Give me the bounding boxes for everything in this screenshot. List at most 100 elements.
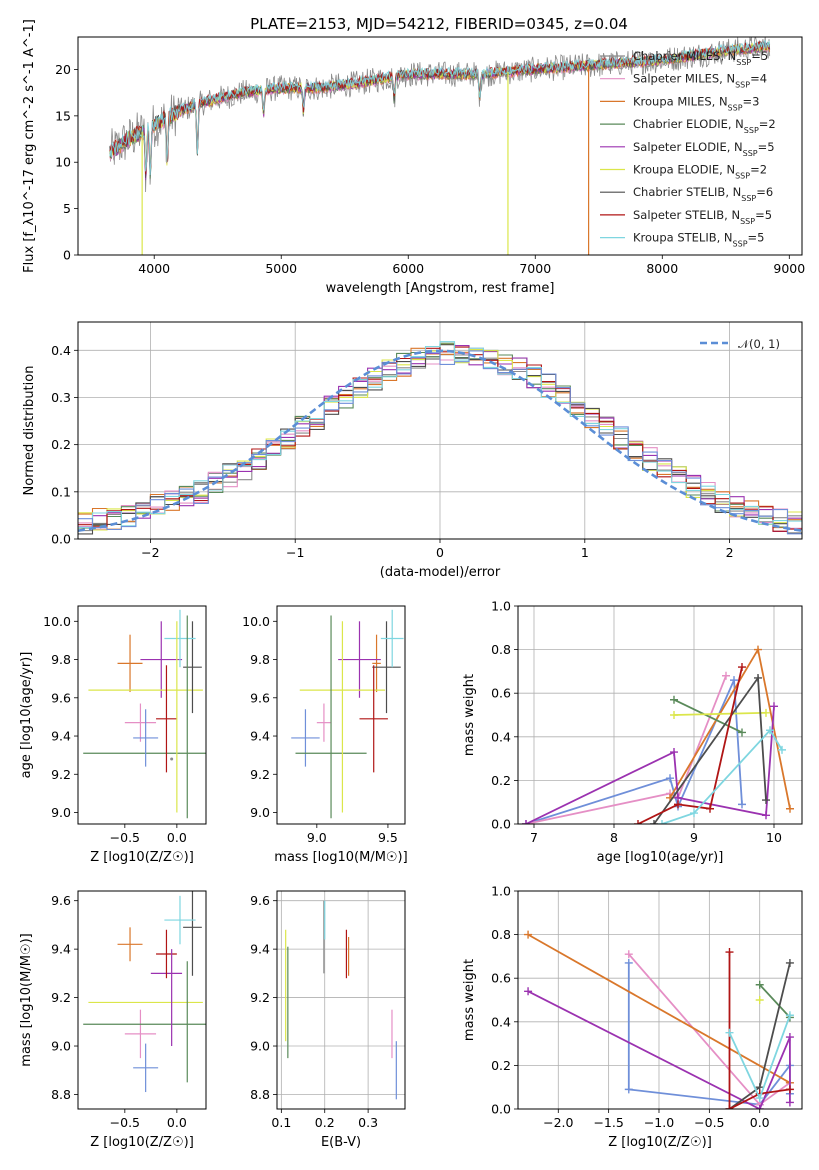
axes-frame	[517, 605, 803, 825]
weight-marker	[785, 958, 794, 967]
y-tick-label: 9.0	[51, 1039, 71, 1054]
weight-line-kroupa-elodie	[673, 711, 767, 716]
x-tick-label: −0.5	[110, 1115, 140, 1130]
plot-area	[78, 341, 802, 535]
x-axis-label: E(B-V)	[321, 1135, 361, 1150]
y-tick-label: 0.8	[491, 927, 511, 942]
panel-mass_vs_Z: −0.5 0.0 8.8 9.0 9.2 9.4 9.6 Z [log10(Z/Z☉)] mas…	[19, 890, 207, 1150]
weight-marker	[690, 809, 698, 818]
x-tick-label: 0.2	[315, 1115, 335, 1130]
model-line-kroupa-stelib	[109, 40, 771, 176]
y-tick-label: 8.8	[250, 1087, 270, 1102]
legend-entry: Chabrier ELODIE, NSSP=2	[633, 117, 776, 135]
x-tick-label: 9.5	[378, 830, 398, 845]
x-tick-label: −1.0	[644, 1115, 674, 1130]
panel-weight_vs_age: 7 8 9 10 0.0 0.2 0.4 0.6 0.8 1.0 age [log10(age/yr…	[462, 599, 803, 865]
axes-frame	[276, 890, 406, 1110]
legend: Chabrier MILES, NSSP=5 Salpeter MILES, NS…	[600, 49, 776, 248]
x-tick-label: 0	[436, 545, 444, 560]
legend-entry: Chabrier STELIB, NSSP=6	[633, 185, 773, 203]
weight-marker	[785, 1085, 794, 1094]
weight-marker	[738, 728, 746, 737]
weight-marker	[624, 958, 633, 967]
y-tick-label: 9.4	[250, 942, 270, 957]
y-axis-label: Normed distribution	[22, 366, 37, 496]
panel-residuals: −2 −1 0 1 2 0.0 0.1 0.2 0.3 0.4 (data-model)/error…	[22, 321, 803, 580]
legend-count: =5	[758, 140, 775, 154]
weight-marker	[670, 748, 678, 757]
y-axis-label: mass [log10(M/M☉)]	[19, 933, 34, 1066]
panel-spectrum: 4000 5000 6000 7000 8000 9000 0 5 10 15 20 waveleng…	[22, 19, 805, 296]
x-tick-label: 6000	[392, 261, 424, 276]
legend-subscript: SSP	[735, 171, 750, 180]
weight-line-chabrier-elodie	[673, 698, 743, 734]
weight-line-kroupa-miles	[527, 933, 791, 1084]
plot-area	[291, 609, 404, 819]
y-tick-label: 9.2	[250, 767, 270, 782]
plot-area	[285, 900, 397, 1100]
x-axis-label: (data-model)/error	[380, 565, 501, 580]
panel-mass_vs_ebv: 0.1 0.2 0.3 8.8 9.0 9.2 9.4 9.6 E(B-V)	[250, 890, 406, 1150]
x-tick-label: 7	[530, 830, 538, 845]
y-tick-label: 10	[55, 155, 71, 170]
weight-marker	[766, 726, 774, 735]
x-axis-label: mass [log10(M/M☉)]	[274, 850, 407, 865]
legend-entry: Salpeter ELODIE, NSSP=5	[633, 140, 775, 158]
model-line-chabrier-elodie	[109, 41, 770, 179]
weight-marker	[755, 980, 764, 989]
y-tick-label: 0.4	[491, 729, 511, 744]
y-axis-label: mass weight	[462, 674, 477, 756]
x-tick-label: 9000	[773, 261, 805, 276]
axes-frame	[517, 890, 803, 1110]
plot-area	[524, 930, 794, 1109]
y-axis-label: mass weight	[462, 959, 477, 1041]
weight-marker	[624, 950, 633, 959]
weight-marker	[738, 663, 746, 672]
weight-marker	[670, 695, 678, 704]
weight-marker	[755, 1105, 764, 1109]
y-tick-label: 0.0	[51, 532, 71, 547]
panel-weight_vs_Z: −2.0 −1.5 −1.0 −0.5 0.0 0.0 0.2 0.4 0.6 0.8 1.0 Z […	[462, 884, 803, 1150]
legend-entry: Kroupa ELODIE, NSSP=2	[633, 163, 767, 181]
x-tick-label: 1	[581, 545, 589, 560]
x-tick-label: −0.5	[694, 1115, 724, 1130]
legend-subscript: SSP	[740, 216, 755, 225]
axes-frame	[77, 605, 207, 825]
weight-marker	[522, 820, 530, 824]
y-tick-label: 9.6	[250, 690, 270, 705]
x-axis-label: wavelength [Angstrom, rest frame]	[326, 281, 555, 296]
weight-marker	[738, 800, 746, 809]
x-tick-label: 0.0	[167, 1115, 187, 1130]
x-tick-label: 10	[766, 830, 782, 845]
legend-subscript: SSP	[735, 80, 750, 89]
y-tick-label: 0.0	[491, 817, 511, 832]
y-tick-label: 9.4	[250, 729, 270, 744]
legend-entry: Kroupa STELIB, NSSP=5	[633, 231, 764, 249]
weight-marker	[722, 671, 730, 680]
legend-subscript: SSP	[733, 239, 748, 248]
y-tick-label: 0.6	[491, 971, 511, 986]
x-tick-label: −0.5	[110, 830, 140, 845]
chart-title: PLATE=2153, MJD=54212, FIBERID=0345, z=0…	[250, 15, 628, 33]
y-tick-label: 5	[63, 201, 71, 216]
weight-marker	[670, 711, 678, 719]
y-tick-label: 0.1	[51, 484, 71, 499]
plot-area	[522, 645, 794, 824]
y-tick-label: 9.6	[250, 893, 270, 908]
legend-entry: Salpeter STELIB, NSSP=5	[633, 208, 772, 226]
y-tick-label: 9.2	[51, 767, 71, 782]
legend-subscript: SSP	[741, 194, 756, 203]
weight-line-hist_blue	[525, 679, 743, 824]
histogram-step-hist_blue	[78, 350, 802, 535]
x-tick-label: 4000	[138, 261, 170, 276]
x-tick-label: 8	[610, 830, 618, 845]
y-tick-label: 10.0	[43, 614, 71, 629]
legend-count: =5	[755, 208, 772, 222]
panel-age_vs_mass: 9.0 9.5 9.0 9.2 9.4 9.6 9.8 10.0 mass [log10(M/M…	[242, 605, 408, 865]
weight-line-salpeter-elodie	[527, 990, 791, 1109]
plot-area	[83, 609, 206, 819]
x-tick-label: 9	[690, 830, 698, 845]
y-axis-label: age [log10(age/yr)]	[19, 652, 34, 779]
weight-marker	[524, 987, 533, 996]
